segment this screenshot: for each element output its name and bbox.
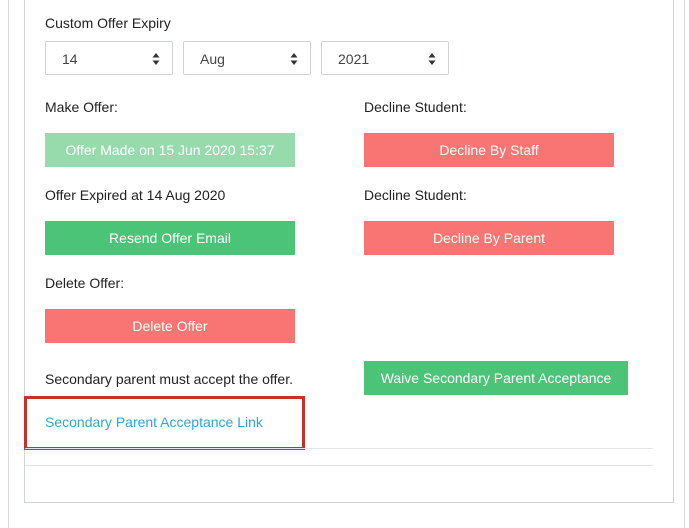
expiry-year-value: 2021	[338, 51, 370, 67]
sort-arrows-icon	[152, 53, 160, 65]
divider	[25, 448, 653, 449]
divider	[25, 465, 653, 466]
expiry-day-value: 14	[62, 51, 78, 67]
sort-arrows-icon	[290, 53, 298, 65]
secondary-parent-notice: Secondary parent must accept the offer.	[45, 371, 294, 387]
offer-made-button[interactable]: Offer Made on 15 Jun 2020 15:37	[45, 133, 295, 167]
offer-expired-label: Offer Expired at 14 Aug 2020	[45, 187, 226, 203]
sort-arrows-icon	[428, 53, 436, 65]
decline-by-staff-button[interactable]: Decline By Staff	[364, 133, 614, 167]
custom-offer-expiry-label: Custom Offer Expiry	[45, 15, 171, 31]
expiry-year-select[interactable]: 2021	[321, 41, 449, 75]
expiry-month-select[interactable]: Aug	[183, 41, 311, 75]
outer-panel	[8, 0, 685, 528]
delete-offer-label: Delete Offer:	[45, 275, 125, 291]
secondary-parent-acceptance-link[interactable]: Secondary Parent Acceptance Link	[45, 414, 263, 430]
expiry-month-value: Aug	[200, 51, 225, 67]
resend-offer-email-button[interactable]: Resend Offer Email	[45, 221, 295, 255]
decline-student-label: Decline Student:	[364, 187, 467, 203]
expiry-day-select[interactable]: 14	[45, 41, 173, 75]
decline-student-label: Decline Student:	[364, 99, 467, 115]
offer-panel	[24, 0, 674, 503]
decline-by-parent-button[interactable]: Decline By Parent	[364, 221, 614, 255]
make-offer-label: Make Offer:	[45, 99, 118, 115]
delete-offer-button[interactable]: Delete Offer	[45, 309, 295, 343]
highlight-box	[24, 396, 305, 450]
waive-secondary-acceptance-button[interactable]: Waive Secondary Parent Acceptance	[364, 361, 628, 395]
